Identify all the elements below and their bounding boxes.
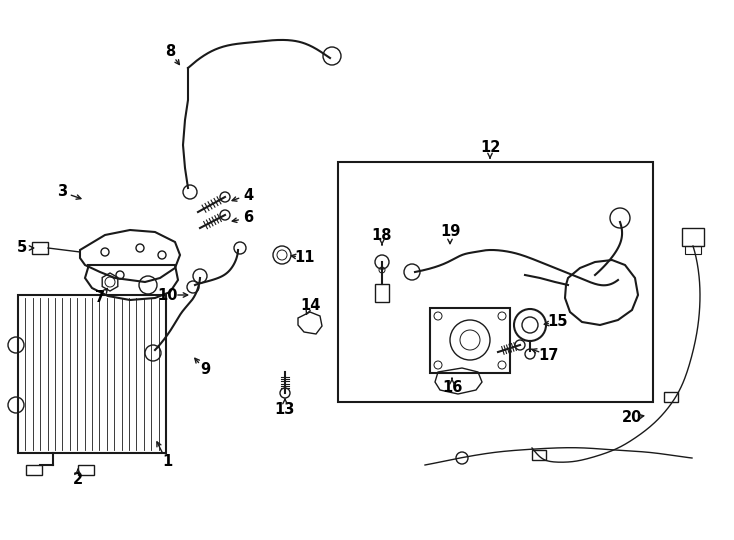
Text: 2: 2	[73, 472, 83, 488]
Bar	[532, 450, 546, 460]
Bar	[682, 228, 704, 246]
Text: 1: 1	[162, 455, 172, 469]
Text: 6: 6	[243, 211, 253, 226]
Text: 20: 20	[622, 410, 642, 426]
Text: 4: 4	[243, 187, 253, 202]
Bar	[32, 242, 48, 254]
Bar	[78, 465, 94, 475]
Text: 15: 15	[548, 314, 568, 329]
Text: 13: 13	[275, 402, 295, 417]
Text: 11: 11	[295, 251, 315, 266]
Text: 3: 3	[57, 185, 67, 199]
Text: 9: 9	[200, 362, 210, 377]
Bar	[375, 284, 389, 302]
Bar	[685, 246, 701, 254]
Text: 16: 16	[442, 381, 462, 395]
Bar	[18, 295, 166, 453]
Text: 5: 5	[17, 240, 27, 255]
Text: 19: 19	[440, 225, 460, 240]
Text: 17: 17	[538, 348, 558, 362]
Text: 8: 8	[165, 44, 175, 59]
Bar	[430, 308, 510, 373]
Bar	[664, 392, 678, 402]
Text: 18: 18	[371, 227, 392, 242]
Bar	[26, 465, 42, 475]
Text: 10: 10	[158, 287, 178, 302]
Text: 12: 12	[480, 140, 500, 156]
Bar	[338, 162, 653, 402]
Text: 7: 7	[95, 291, 105, 306]
Text: 14: 14	[299, 298, 320, 313]
